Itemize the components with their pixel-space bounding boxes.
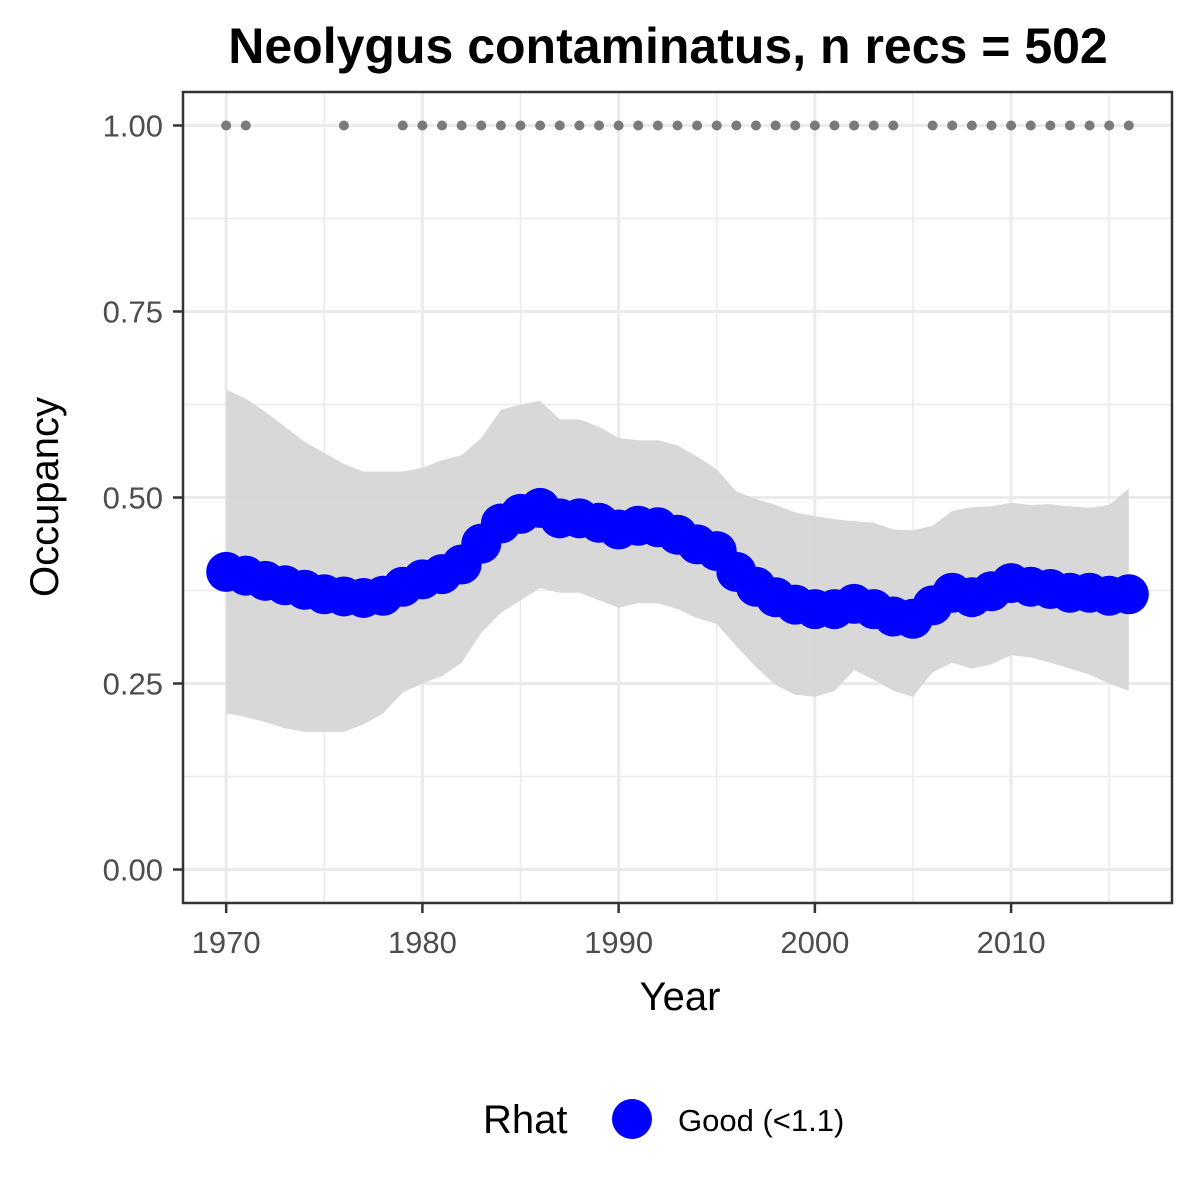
- y-tick-label: 0.00: [103, 853, 163, 888]
- record-point: [711, 120, 722, 131]
- ribbon-area: [226, 389, 1129, 732]
- records-points: [221, 120, 1134, 131]
- record-point: [1104, 120, 1115, 131]
- record-point: [221, 120, 232, 131]
- record-point: [849, 120, 860, 131]
- series-point: [1108, 574, 1149, 615]
- record-point: [1064, 120, 1075, 131]
- x-tick-label: 1970: [192, 925, 261, 960]
- x-tick-label: 2010: [977, 925, 1046, 960]
- record-point: [770, 120, 781, 131]
- record-point: [613, 120, 624, 131]
- y-tick-label: 0.75: [103, 294, 163, 329]
- record-point: [456, 120, 467, 131]
- legend-label-good: Good (<1.1): [678, 1103, 844, 1138]
- legend-title: Rhat: [483, 1098, 568, 1142]
- y-axis-title: Occupancy: [23, 397, 67, 597]
- record-point: [495, 120, 506, 131]
- record-point: [868, 120, 879, 131]
- record-point: [731, 120, 742, 131]
- record-point: [554, 120, 565, 131]
- y-tick-label: 1.00: [103, 108, 163, 143]
- record-point: [652, 120, 663, 131]
- record-point: [515, 120, 526, 131]
- record-point: [829, 120, 840, 131]
- record-point: [927, 120, 938, 131]
- record-point: [633, 120, 644, 131]
- record-point: [1045, 120, 1056, 131]
- record-point: [1025, 120, 1036, 131]
- record-point: [809, 120, 820, 131]
- record-point: [986, 120, 997, 131]
- record-point: [1123, 120, 1134, 131]
- record-point: [338, 120, 349, 131]
- record-point: [947, 120, 958, 131]
- y-tick-label: 0.25: [103, 667, 163, 702]
- record-point: [790, 120, 801, 131]
- record-point: [1084, 120, 1095, 131]
- legend-key-good: [612, 1099, 652, 1139]
- x-tick-label: 1990: [584, 925, 653, 960]
- record-point: [594, 120, 605, 131]
- occupancy-series: [206, 487, 1149, 639]
- axes: 0.00 0.25 0.50 0.75 1.00 1970 1980 1990 2000 2010: [103, 108, 1046, 960]
- record-point: [240, 120, 251, 131]
- record-point: [966, 120, 977, 131]
- record-point: [574, 120, 585, 131]
- record-point: [672, 120, 683, 131]
- chart-title: Neolygus contaminatus, n recs = 502: [228, 18, 1108, 74]
- record-point: [417, 120, 428, 131]
- record-point: [750, 120, 761, 131]
- record-point: [476, 120, 487, 131]
- x-tick-label: 1980: [388, 925, 457, 960]
- record-point: [1006, 120, 1017, 131]
- y-tick-label: 0.50: [103, 481, 163, 516]
- x-tick-label: 2000: [780, 925, 849, 960]
- legend: Rhat Good (<1.1): [483, 1098, 844, 1142]
- record-point: [888, 120, 899, 131]
- credible-interval-ribbon: [226, 389, 1129, 732]
- record-point: [692, 120, 703, 131]
- record-point: [397, 120, 408, 131]
- record-point: [437, 120, 448, 131]
- record-point: [535, 120, 546, 131]
- x-axis-title: Year: [640, 975, 721, 1019]
